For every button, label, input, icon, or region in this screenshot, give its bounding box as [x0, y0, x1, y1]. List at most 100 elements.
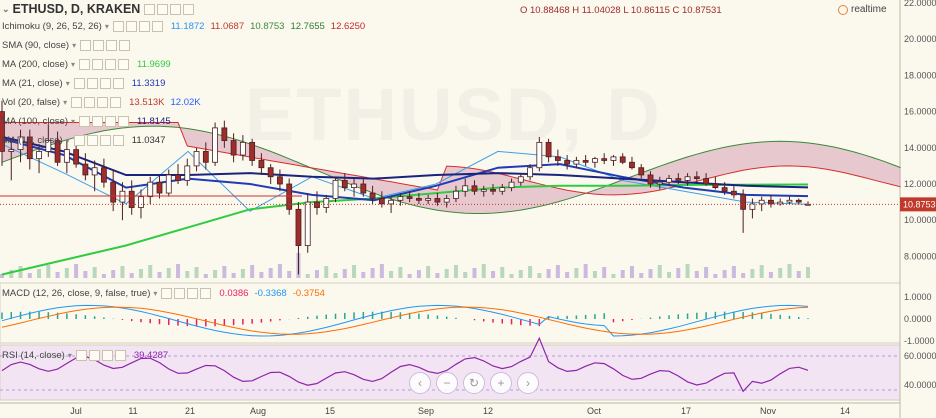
- settings-box-icon[interactable]: [112, 77, 124, 89]
- settings-box-icon[interactable]: [92, 115, 104, 127]
- settings-box-icon[interactable]: [118, 58, 130, 70]
- indicator-legend[interactable]: SMA (90, close) ▾: [0, 38, 132, 52]
- indicator-legend[interactable]: MA (21, close) ▾ 11.3319: [0, 76, 165, 90]
- indicator-value: 39.4287: [133, 349, 169, 361]
- ohlc-close: C 10.87531: [672, 5, 722, 16]
- chevron-down-icon[interactable]: ⌄: [2, 3, 10, 14]
- indicator-value: 11.8145: [137, 115, 171, 127]
- volume-bar: [92, 267, 97, 278]
- settings-box-icon[interactable]: [99, 134, 111, 146]
- candle: [138, 196, 144, 208]
- scroll-right-icon[interactable]: ›: [517, 372, 539, 394]
- settings-box-icon[interactable]: [114, 349, 126, 361]
- indicator-settings-icons[interactable]: [112, 20, 165, 32]
- rsi-legend[interactable]: RSI (14, close) ▾ 39.4287: [0, 348, 168, 362]
- price-tick-label: 18.00000: [904, 70, 936, 80]
- settings-box-icon[interactable]: [106, 39, 118, 51]
- indicator-settings-icons[interactable]: [79, 58, 131, 70]
- volume-bar: [352, 265, 357, 278]
- settings-box-icon[interactable]: [93, 39, 105, 51]
- chevron-down-icon[interactable]: ▾: [72, 40, 77, 50]
- indicator-legend[interactable]: Vol (20, false) ▾ 13.513K 12.02K: [0, 95, 201, 109]
- candle: [230, 140, 237, 156]
- settings-box-icon[interactable]: [187, 287, 199, 299]
- settings-box-icon[interactable]: [84, 96, 96, 108]
- candle: [101, 167, 107, 183]
- volume-bar: [18, 266, 23, 278]
- settings-box-icon[interactable]: [105, 115, 117, 127]
- date-tick-label: Sep: [418, 406, 434, 416]
- macd-legend[interactable]: MACD (12, 26, close, 9, false, true) ▾ 0.0…: [0, 286, 325, 300]
- settings-box-icon[interactable]: [138, 20, 150, 32]
- indicator-legend[interactable]: MA (100, close) ▾ 11.8145: [0, 114, 171, 128]
- candle: [323, 198, 330, 208]
- volume-bar: [185, 271, 190, 278]
- settings-box-icon[interactable]: [80, 39, 92, 51]
- date-axis: Jul 11 21 Aug 15 Sep 12 Oct 17 Nov 14: [70, 406, 850, 416]
- indicator-settings-icons[interactable]: [71, 96, 123, 108]
- candle: [675, 178, 682, 181]
- settings-box-icon[interactable]: [151, 20, 163, 32]
- settings-box-icon: [157, 3, 169, 15]
- chevron-down-icon[interactable]: ▾: [65, 78, 70, 88]
- zoom-out-icon[interactable]: −: [436, 372, 458, 394]
- scroll-left-icon[interactable]: ‹: [409, 372, 431, 394]
- indicator-settings-icons[interactable]: [75, 349, 128, 361]
- indicator-settings-icons[interactable]: [80, 39, 132, 51]
- chevron-down-icon[interactable]: ▾: [104, 21, 109, 31]
- indicator-settings-icons[interactable]: [73, 77, 126, 89]
- settings-box-icon[interactable]: [79, 115, 91, 127]
- candle: [332, 179, 339, 199]
- indicator-settings-icons[interactable]: [161, 287, 213, 299]
- settings-box-icon[interactable]: [161, 287, 173, 299]
- settings-box-icon[interactable]: [79, 58, 91, 70]
- settings-box-icon[interactable]: [174, 287, 186, 299]
- settings-box-icon[interactable]: [110, 96, 122, 108]
- settings-box-icon[interactable]: [73, 77, 85, 89]
- volume-bar: [324, 266, 329, 278]
- macd-signal-line: [1, 306, 809, 335]
- chevron-down-icon[interactable]: ▾: [71, 59, 76, 69]
- settings-box-icon[interactable]: [99, 77, 111, 89]
- volume-bar: [342, 269, 347, 278]
- candle: [8, 149, 15, 152]
- settings-box-icon[interactable]: [200, 287, 212, 299]
- indicator-value: 0.0386: [219, 287, 249, 299]
- chevron-down-icon[interactable]: ▾: [63, 97, 68, 107]
- settings-box-icon[interactable]: [101, 349, 113, 361]
- candle: [73, 149, 80, 165]
- candle: [527, 167, 533, 178]
- indicator-legend[interactable]: Ichimoku (9, 26, 52, 26) ▾ 11.1872 11.0687 1…: [0, 19, 365, 33]
- volume-bar: [768, 272, 773, 278]
- settings-box-icon[interactable]: [73, 134, 85, 146]
- settings-box-icon[interactable]: [97, 96, 109, 108]
- settings-box-icon[interactable]: [112, 134, 124, 146]
- settings-box-icon[interactable]: [105, 58, 117, 70]
- symbol-title[interactable]: ⌄ ETHUSD, D, KRAKEN: [2, 2, 196, 16]
- reset-icon[interactable]: ↻: [463, 372, 485, 394]
- chevron-down-icon[interactable]: ▾: [71, 116, 76, 126]
- settings-box-icon[interactable]: [86, 77, 98, 89]
- indicator-settings-icons[interactable]: [79, 115, 131, 127]
- realtime-indicator[interactable]: realtime: [838, 4, 887, 15]
- settings-box-icon[interactable]: [75, 349, 87, 361]
- settings-box-icon[interactable]: [71, 96, 83, 108]
- settings-box-icon[interactable]: [118, 115, 130, 127]
- settings-box-icon[interactable]: [112, 20, 124, 32]
- indicator-legend[interactable]: MA (15, close) ▾ 11.0347: [0, 133, 165, 147]
- title-settings-icons[interactable]: [144, 3, 196, 15]
- symbol-watermark: ETHUSD, D: [245, 73, 662, 156]
- settings-box-icon[interactable]: [92, 58, 104, 70]
- chevron-down-icon[interactable]: ▾: [65, 135, 70, 145]
- chevron-down-icon[interactable]: ▾: [153, 288, 158, 298]
- indicator-legend[interactable]: MA (200, close) ▾ 11.9699: [0, 57, 171, 71]
- settings-box-icon[interactable]: [86, 134, 98, 146]
- chevron-down-icon[interactable]: ▾: [67, 350, 72, 360]
- volume-bar: [166, 268, 171, 278]
- volume-bar: [602, 267, 607, 278]
- settings-box-icon[interactable]: [125, 20, 137, 32]
- settings-box-icon[interactable]: [119, 39, 131, 51]
- zoom-in-icon[interactable]: +: [490, 372, 512, 394]
- indicator-settings-icons[interactable]: [73, 134, 126, 146]
- settings-box-icon[interactable]: [88, 349, 100, 361]
